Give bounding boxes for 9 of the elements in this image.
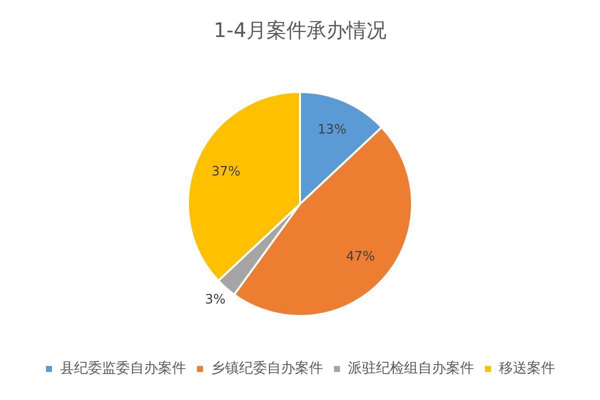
data-label: 47% — [346, 250, 375, 265]
data-label: 3% — [205, 292, 226, 308]
legend-label: 乡镇纪委自办案件 — [211, 360, 323, 377]
legend-label: 移送案件 — [499, 360, 555, 377]
legend-label: 县纪委监委自办案件 — [60, 360, 186, 377]
data-label: 37% — [212, 164, 240, 180]
legend-label: 派驻纪检组自办案件 — [348, 360, 474, 377]
chart-title: 1-4月案件承办情况 — [214, 18, 386, 42]
data-label: 13% — [318, 122, 346, 138]
